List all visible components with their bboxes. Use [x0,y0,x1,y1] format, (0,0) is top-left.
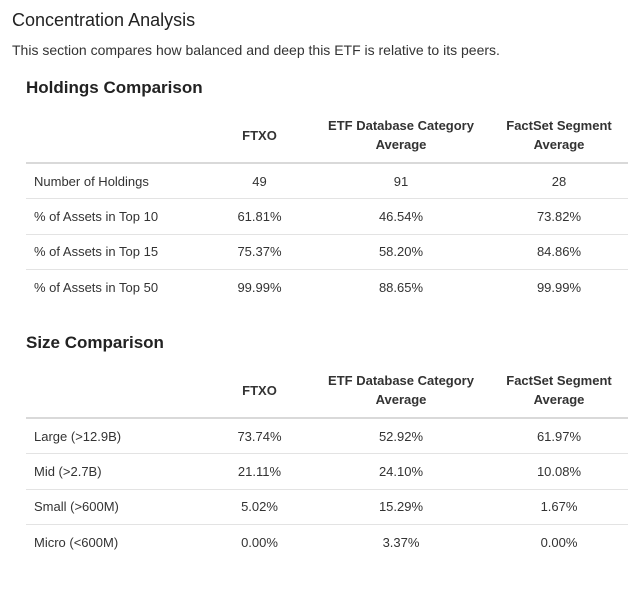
size-comparison-title: Size Comparison [26,333,164,352]
cell-category-average: 52.92% [312,418,490,454]
section-title: Concentration Analysis [12,10,196,30]
cell-category-average: 24.10% [312,453,490,490]
row-label: Mid (>2.7B) [26,453,207,490]
cell-segment-average: 28 [490,163,628,199]
cell-ftxo: 61.81% [207,198,312,235]
cell-segment-average: 61.97% [490,418,628,454]
size-comparison-table: FTXO ETF Database Category Average FactS… [26,363,628,560]
column-header-segment-average: FactSet Segment Average [490,108,628,164]
cell-category-average: 88.65% [378,280,424,295]
cell-segment-average: 1.67% [490,489,628,525]
holdings-comparison-title: Holdings Comparison [26,78,203,97]
cell-category-average: 15.29% [312,489,490,525]
row-label: % of Assets in Top 15 [26,234,207,270]
table-row: Micro (<600M) 0.00% 3.37% 0.00% [26,525,628,561]
cell-ftxo: 21.11% [207,453,312,490]
column-header-ftxo: FTXO [207,108,312,164]
row-label: % of Assets in Top 50 [34,280,159,295]
table-header-row: FTXO ETF Database Category Average FactS… [26,363,628,419]
holdings-comparison-table: FTXO ETF Database Category Average FactS… [26,108,628,305]
row-label: Small (>600M) [26,489,207,525]
cell-ftxo: 49 [207,163,312,199]
row-label: Large (>12.9B) [26,418,207,454]
cell-ftxo: 5.02% [207,489,312,525]
cell-category-average: 3.37% [382,535,420,550]
table-header-row: FTXO ETF Database Category Average FactS… [26,108,628,164]
cell-ftxo: 73.74% [207,418,312,454]
cell-ftxo: 99.99% [237,280,282,295]
table-row: % of Assets in Top 50 99.99% 88.65% 99.9… [26,270,628,306]
cell-segment-average: 0.00% [540,535,578,550]
row-label: % of Assets in Top 10 [26,198,207,235]
row-label: Number of Holdings [26,163,207,199]
section-description: This section compares how balanced and d… [12,42,500,58]
cell-segment-average: 10.08% [490,453,628,490]
cell-segment-average: 99.99% [536,280,582,295]
column-header-category-average: ETF Database Category Average [312,108,490,164]
cell-segment-average: 73.82% [490,198,628,235]
table-row: Mid (>2.7B) 21.11% 24.10% 10.08% [26,453,628,490]
table-row: Number of Holdings 49 91 28 [26,163,628,199]
cell-category-average: 58.20% [312,234,490,270]
cell-ftxo: 0.00% [241,535,278,550]
table-row: % of Assets in Top 15 75.37% 58.20% 84.8… [26,234,628,270]
column-header-category-average: ETF Database Category Average [312,363,490,419]
row-label: Micro (<600M) [34,535,119,550]
header-empty-cell [26,108,207,164]
table-row: Small (>600M) 5.02% 15.29% 1.67% [26,489,628,525]
column-header-segment-average: FactSet Segment Average [490,363,628,419]
cell-category-average: 46.54% [312,198,490,235]
header-empty-cell [26,363,207,419]
column-header-ftxo: FTXO [207,363,312,419]
cell-category-average: 91 [312,163,490,199]
table-row: % of Assets in Top 10 61.81% 46.54% 73.8… [26,198,628,235]
table-row: Large (>12.9B) 73.74% 52.92% 61.97% [26,418,628,454]
cell-ftxo: 75.37% [207,234,312,270]
cell-segment-average: 84.86% [490,234,628,270]
